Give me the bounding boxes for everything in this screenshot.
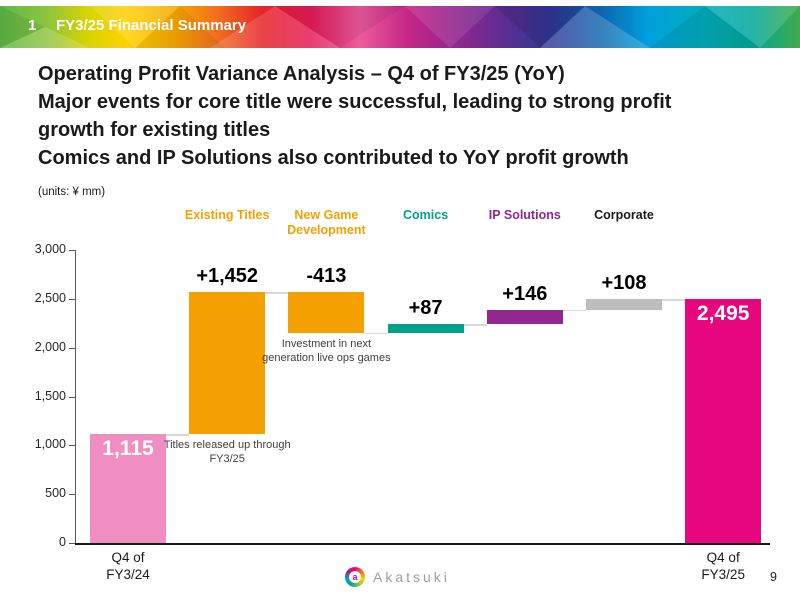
y-axis — [75, 250, 76, 543]
y-tick-mark — [69, 250, 75, 251]
category-label: IP Solutions — [488, 208, 561, 222]
bar-value-label: -413 — [306, 265, 347, 288]
header-banner: 1 FY3/25 Financial Summary — [0, 6, 800, 48]
y-tick-label: 1,500 — [34, 388, 66, 403]
y-tick-label: 3,000 — [34, 242, 66, 256]
waterfall-connector — [265, 292, 289, 294]
y-tick-label: 2,000 — [34, 339, 66, 354]
headline-line: Operating Profit Variance Analysis – Q4 … — [38, 63, 565, 85]
bar-value-label: +146 — [502, 282, 548, 305]
bar-value-label: +87 — [408, 297, 443, 320]
slide-headline: Operating Profit Variance Analysis – Q4 … — [38, 60, 778, 172]
bar-comics — [387, 324, 464, 333]
units-label: (units: ¥ mm) — [38, 186, 106, 198]
waterfall-connector — [463, 324, 487, 326]
headline-line: growth for existing titles — [38, 119, 271, 141]
akatsuki-logo-icon: a — [345, 567, 365, 587]
x-axis-label: Q4 of FY3/25 — [701, 550, 745, 582]
waterfall-connector — [662, 299, 686, 301]
category-label: Corporate — [594, 208, 654, 222]
bar-q4-of-fy3-24 — [90, 434, 166, 543]
y-tick-mark — [69, 445, 75, 447]
y-tick-mark — [69, 396, 75, 398]
bar-existing-titles — [189, 292, 266, 435]
y-tick-label: 2,500 — [34, 290, 66, 305]
waterfall-connector — [166, 434, 190, 436]
y-tick-label: 0 — [59, 535, 66, 549]
y-tick-mark — [69, 543, 75, 544]
y-tick-mark — [69, 298, 75, 300]
bar-value-label: +108 — [601, 272, 647, 295]
banner-mosaic-graphic — [0, 6, 800, 48]
slide-section-number: 1 — [28, 17, 37, 34]
bar-new-game-development — [288, 292, 365, 333]
bar-value-label: +1,452 — [196, 265, 259, 288]
y-tick-mark — [69, 494, 75, 496]
banner-title: FY3/25 Financial Summary — [56, 17, 247, 34]
waterfall-connector — [364, 332, 388, 335]
x-axis-baseline — [75, 543, 770, 545]
category-label: Existing Titles — [184, 208, 270, 222]
bar-q4-of-fy3-25 — [685, 299, 762, 543]
bar-annotation: Investment in next generation live ops g… — [262, 337, 391, 364]
category-label: New Game Development — [287, 208, 366, 237]
y-tick-label: 1,000 — [34, 437, 66, 452]
x-axis-label: Q4 of FY3/24 — [106, 550, 150, 582]
bar-annotation: Titles released up through FY3/25 — [163, 439, 291, 466]
waterfall-connector — [562, 309, 586, 312]
akatsuki-logo-text: Akatsuki — [373, 569, 450, 585]
akatsuki-logo: a Akatsuki — [345, 567, 450, 587]
y-tick-label: 500 — [45, 486, 66, 501]
category-label: Comics — [403, 208, 449, 222]
bar-value-label: 1,115 — [102, 437, 154, 461]
headline-line: Major events for core title were success… — [38, 91, 672, 113]
bar-corporate — [586, 299, 662, 310]
y-tick-mark — [69, 347, 75, 349]
bar-ip-solutions — [486, 309, 563, 325]
page-number: 9 — [770, 570, 777, 584]
bar-value-label: 2,495 — [696, 302, 750, 326]
headline-line: Comics and IP Solutions also contributed… — [38, 147, 629, 169]
